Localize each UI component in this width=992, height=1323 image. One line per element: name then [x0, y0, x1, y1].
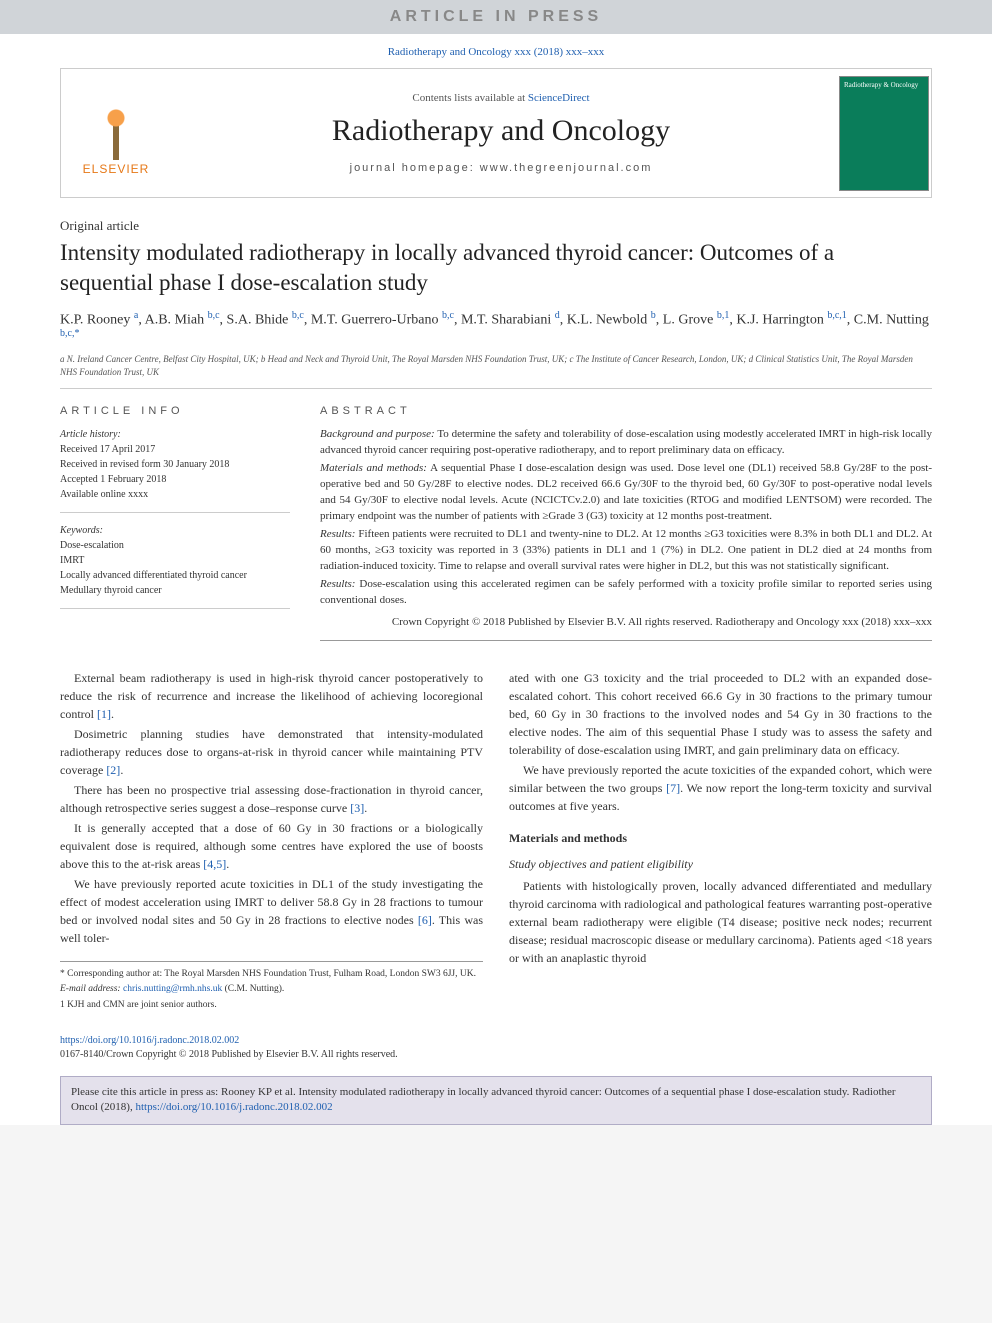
contents-prefix: Contents lists available at: [412, 92, 527, 104]
contents-line: Contents lists available at ScienceDirec…: [181, 92, 821, 104]
article-history: Article history: Received 17 April 2017 …: [60, 427, 290, 513]
abstract-para-text: Dose-escalation using this accelerated r…: [320, 578, 932, 606]
sciencedirect-link[interactable]: ScienceDirect: [528, 92, 590, 104]
history-item: Accepted 1 February 2018: [60, 472, 290, 487]
abstract-para-label: Materials and methods:: [320, 462, 427, 474]
abstract-copyright: Crown Copyright © 2018 Published by Else…: [320, 615, 932, 630]
journal-reference-line: Radiotherapy and Oncology xxx (2018) xxx…: [0, 34, 992, 64]
journal-name: Radiotherapy and Oncology: [181, 114, 821, 148]
in-press-banner: ARTICLE IN PRESS: [0, 0, 992, 34]
body-para: External beam radiotherapy is used in hi…: [60, 669, 483, 723]
citation-link[interactable]: [7]: [666, 781, 680, 795]
body-col-right: ated with one G3 toxicity and the trial …: [509, 669, 932, 1014]
body-col-left: External beam radiotherapy is used in hi…: [60, 669, 483, 1014]
body-para: Patients with histologically proven, loc…: [509, 877, 932, 967]
citation-box: Please cite this article in press as: Ro…: [60, 1076, 932, 1125]
subsection-heading: Study objectives and patient eligibility: [509, 855, 932, 873]
cite-box-doi-link[interactable]: https://doi.org/10.1016/j.radonc.2018.02…: [135, 1101, 332, 1113]
affiliations: a N. Ireland Cancer Centre, Belfast City…: [60, 353, 932, 389]
keyword: Medullary thyroid cancer: [60, 583, 290, 598]
history-label: Article history:: [60, 427, 290, 442]
abstract-col: ABSTRACT Background and purpose: To dete…: [320, 405, 932, 641]
doi-block: https://doi.org/10.1016/j.radonc.2018.02…: [60, 1034, 932, 1062]
masthead-center: Contents lists available at ScienceDirec…: [171, 82, 831, 184]
info-abstract-row: ARTICLE INFO Article history: Received 1…: [60, 405, 932, 641]
author-email-link[interactable]: chris.nutting@rmh.nhs.uk: [123, 984, 222, 994]
keyword: IMRT: [60, 553, 290, 568]
cover-thumb-title: Radiotherapy & Oncology: [844, 81, 924, 89]
abstract-para-text: Fifteen patients were recruited to DL1 a…: [320, 528, 932, 572]
abstract-para-label: Results:: [320, 528, 355, 540]
body-para: ated with one G3 toxicity and the trial …: [509, 669, 932, 759]
citation-link[interactable]: [6]: [418, 913, 432, 927]
history-item: Received 17 April 2017: [60, 442, 290, 457]
masthead: ELSEVIER Contents lists available at Sci…: [60, 68, 932, 198]
section-heading: Materials and methods: [509, 829, 932, 847]
citation-link[interactable]: [2]: [106, 763, 120, 777]
journal-cover-thumb: Radiotherapy & Oncology: [839, 76, 929, 191]
article-body: Original article Intensity modulated rad…: [0, 198, 992, 1024]
keyword: Dose-escalation: [60, 538, 290, 553]
keywords-block: Keywords: Dose-escalation IMRT Locally a…: [60, 523, 290, 609]
footnote-1: 1 KJH and CMN are joint senior authors.: [60, 999, 483, 1012]
publisher-name: ELSEVIER: [69, 162, 163, 176]
email-suffix: (C.M. Nutting).: [222, 984, 284, 994]
citation-link[interactable]: [3]: [350, 801, 364, 815]
elsevier-tree-icon: [86, 90, 146, 160]
article-info-col: ARTICLE INFO Article history: Received 1…: [60, 405, 290, 641]
keywords-label: Keywords:: [60, 523, 290, 538]
article-info-heading: ARTICLE INFO: [60, 405, 290, 417]
page: ARTICLE IN PRESS Radiotherapy and Oncolo…: [0, 0, 992, 1125]
journal-ref-link[interactable]: Radiotherapy and Oncology xxx (2018) xxx…: [388, 46, 605, 58]
body-para: We have previously reported the acute to…: [509, 761, 932, 815]
citation-link[interactable]: [1]: [97, 707, 111, 721]
body-two-columns: External beam radiotherapy is used in hi…: [60, 669, 932, 1014]
body-para: It is generally accepted that a dose of …: [60, 819, 483, 873]
history-item: Received in revised form 30 January 2018: [60, 457, 290, 472]
corresponding-author: * Corresponding author at: The Royal Mar…: [60, 968, 483, 981]
body-para: There has been no prospective trial asse…: [60, 781, 483, 817]
abstract-text: Background and purpose: To determine the…: [320, 427, 932, 641]
history-item: Available online xxxx: [60, 487, 290, 502]
journal-homepage: journal homepage: www.thegreenjournal.co…: [181, 162, 821, 174]
issn-copyright: 0167-8140/Crown Copyright © 2018 Publish…: [60, 1049, 398, 1060]
body-para: We have previously reported acute toxici…: [60, 875, 483, 947]
abstract-para-label: Background and purpose:: [320, 428, 435, 440]
footnotes: * Corresponding author at: The Royal Mar…: [60, 961, 483, 1012]
article-title: Intensity modulated radiotherapy in loca…: [60, 238, 932, 298]
email-line: E-mail address: chris.nutting@rmh.nhs.uk…: [60, 983, 483, 996]
keyword: Locally advanced differentiated thyroid …: [60, 568, 290, 583]
article-type: Original article: [60, 218, 932, 234]
publisher-logo-cell: ELSEVIER: [61, 82, 171, 184]
email-label: E-mail address:: [60, 984, 123, 994]
citation-link[interactable]: [4,5]: [203, 857, 226, 871]
cover-cell: Radiotherapy & Oncology: [831, 68, 931, 199]
abstract-para-label: Results:: [320, 578, 355, 590]
body-para: Dosimetric planning studies have demonst…: [60, 725, 483, 779]
doi-link[interactable]: https://doi.org/10.1016/j.radonc.2018.02…: [60, 1035, 239, 1046]
authors: K.P. Rooney a, A.B. Miah b,c, S.A. Bhide…: [60, 310, 932, 347]
abstract-heading: ABSTRACT: [320, 405, 932, 417]
